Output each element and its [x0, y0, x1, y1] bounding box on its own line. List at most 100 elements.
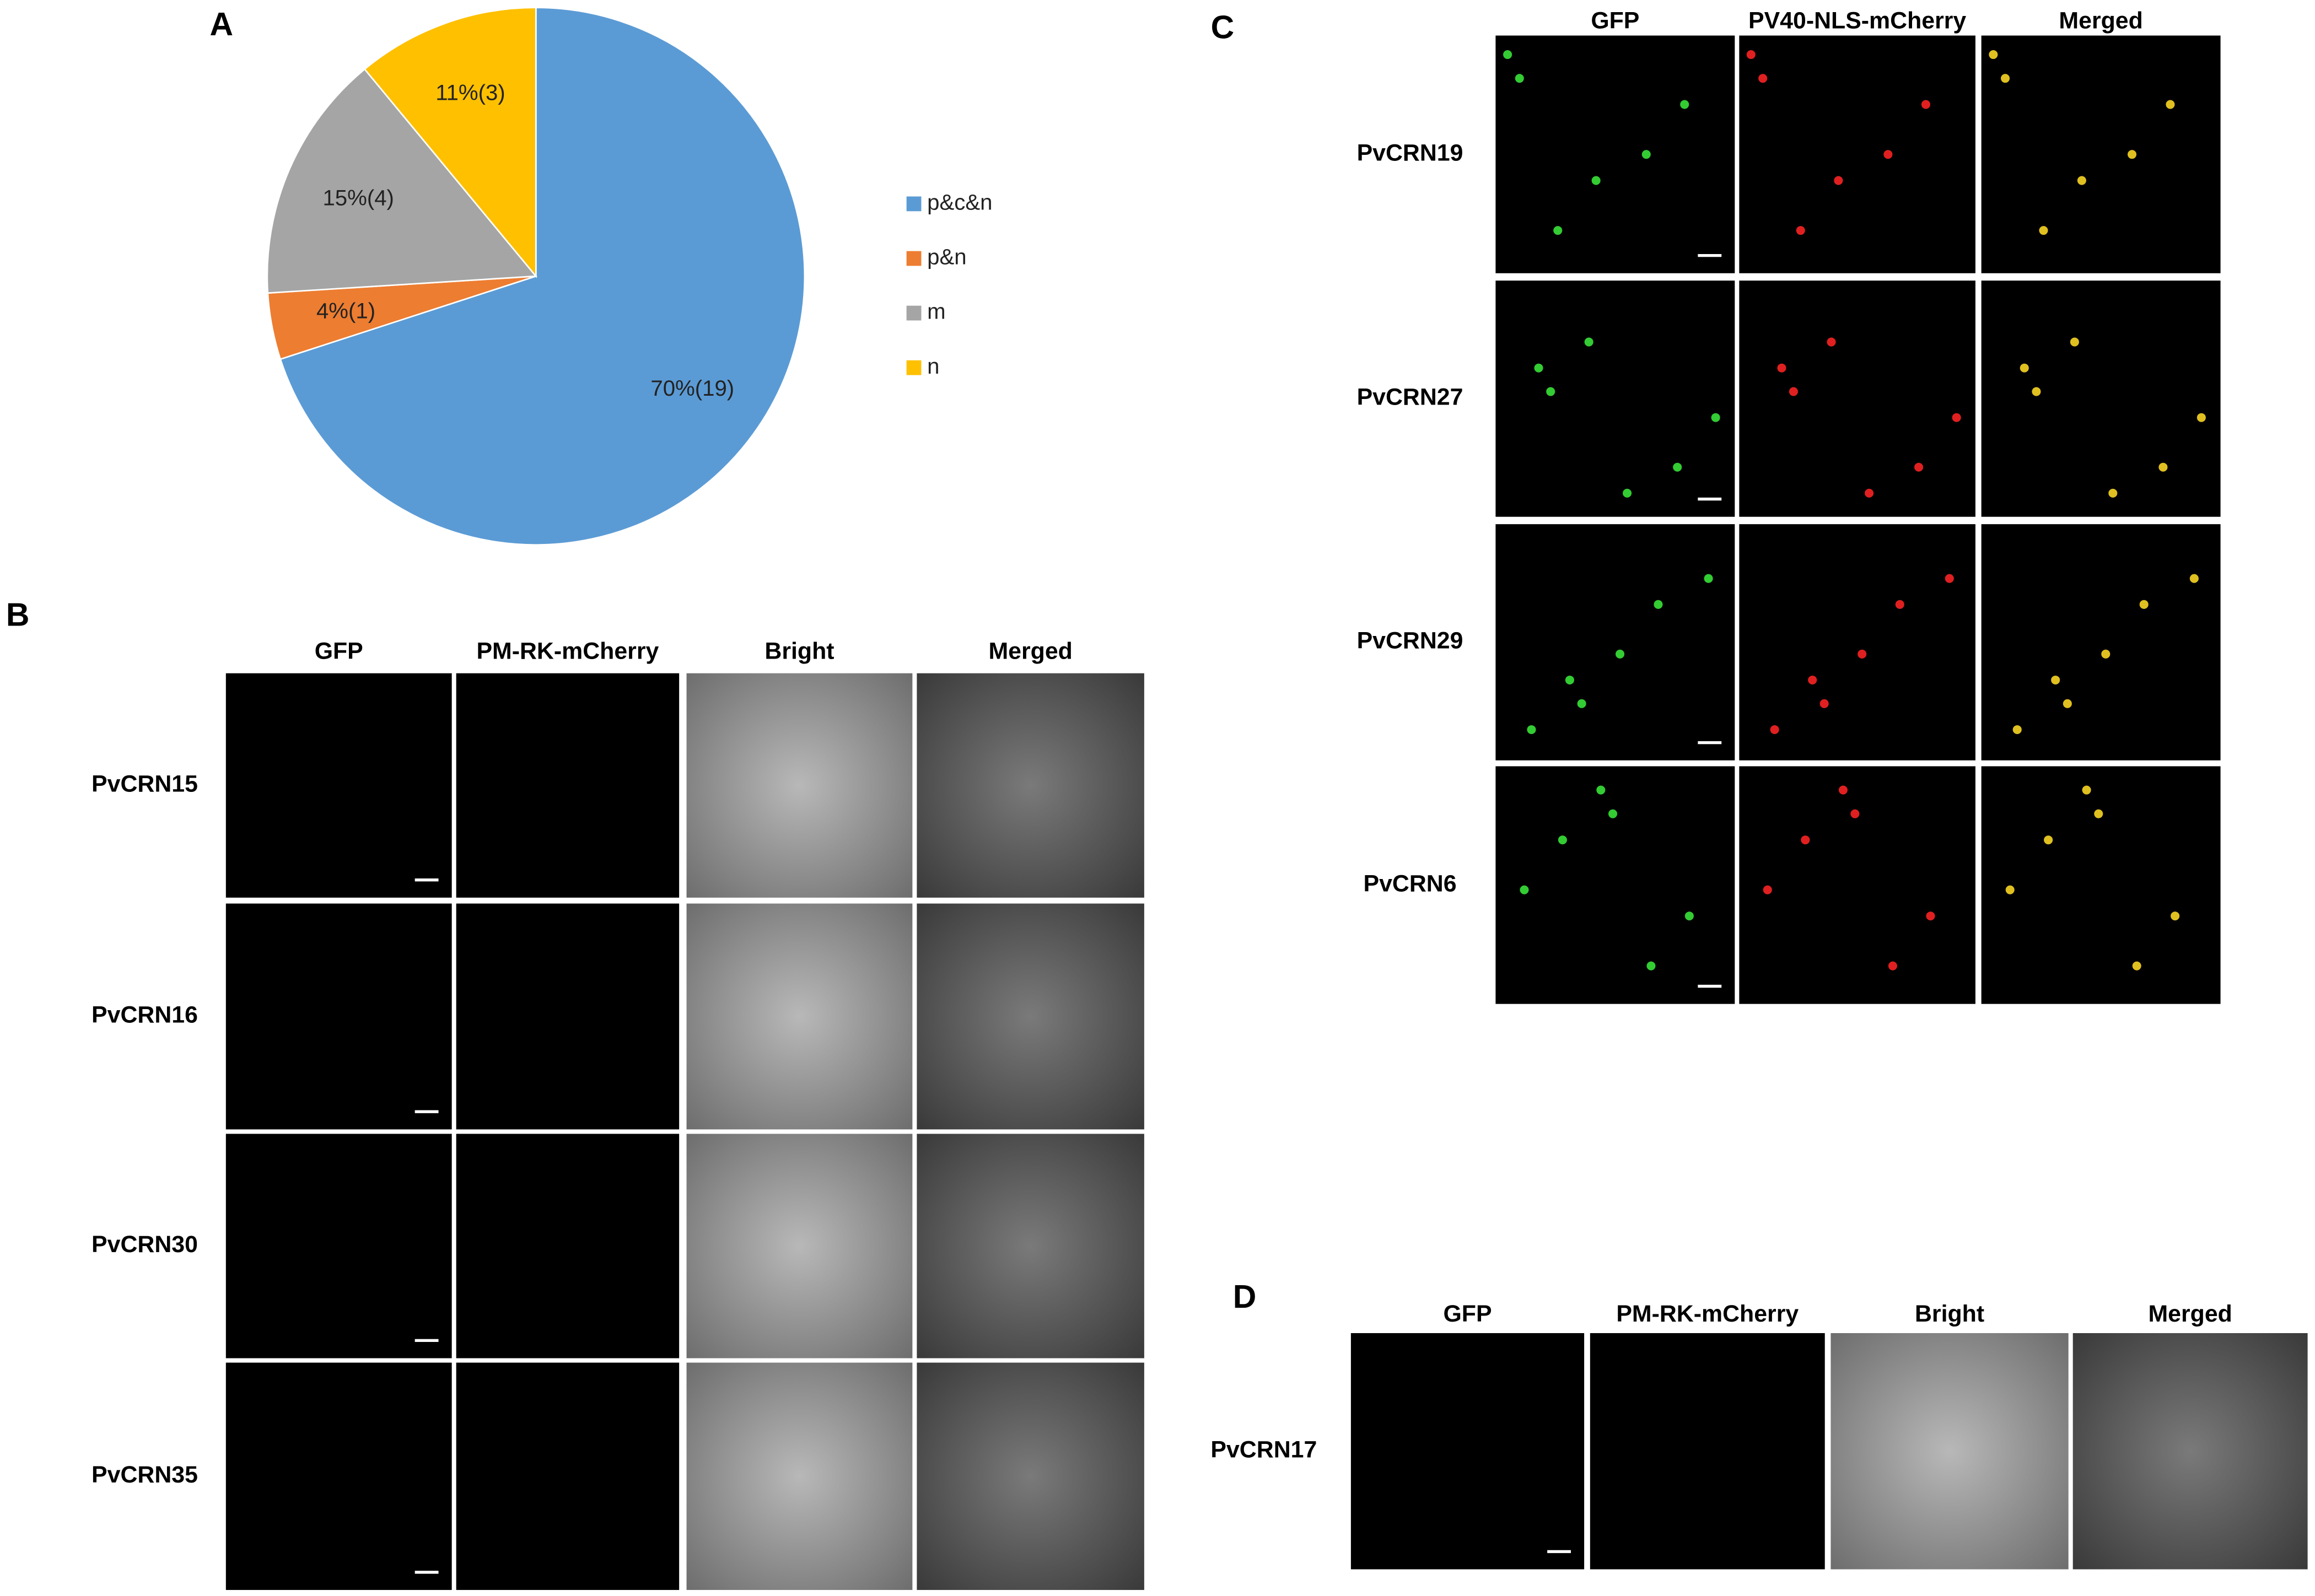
- nucleus: [1895, 600, 1904, 609]
- nucleus: [2051, 675, 2060, 685]
- legend-label: n: [927, 354, 939, 379]
- micrograph: [225, 1362, 452, 1590]
- nucleus: [1684, 912, 1694, 921]
- micrograph: [225, 903, 452, 1130]
- micrograph: [456, 1134, 680, 1358]
- micrograph: [1739, 766, 1975, 1004]
- nucleus: [1777, 363, 1786, 373]
- row-label: PvCRN30: [91, 1231, 198, 1258]
- nucleus: [1591, 176, 1601, 185]
- data-label: 4%(1): [316, 299, 375, 323]
- panel-label: B: [6, 597, 30, 633]
- nucleus: [2039, 226, 2048, 235]
- nucleus: [1883, 150, 1893, 159]
- nucleus: [2132, 961, 2141, 970]
- row-label: PvCRN35: [91, 1462, 198, 1488]
- nucleus: [2094, 809, 2103, 818]
- row-label: PvCRN6: [1364, 870, 1457, 897]
- nucleus: [2196, 413, 2206, 422]
- micrograph: [917, 1362, 1144, 1590]
- micrograph: [456, 903, 680, 1130]
- nucleus: [1865, 488, 1874, 498]
- nucleus: [2127, 150, 2137, 159]
- column-header: GFP: [315, 638, 363, 664]
- nucleus: [1584, 337, 1593, 347]
- nucleus: [1789, 387, 1798, 396]
- data-label: 70%(19): [650, 376, 734, 401]
- column-header: Bright: [1915, 1301, 1984, 1327]
- nucleus: [2166, 100, 2175, 109]
- nucleus: [2063, 699, 2072, 708]
- nucleus: [1646, 961, 1656, 970]
- column-header: PM-RK-mCherry: [476, 638, 659, 664]
- nucleus: [1746, 50, 1756, 60]
- nucleus: [1546, 387, 1555, 396]
- pie-slice: [266, 68, 538, 294]
- row-label: PvCRN16: [91, 1002, 198, 1028]
- legend-label: m: [927, 299, 945, 324]
- nucleus: [1758, 74, 1768, 83]
- legend-label: p&n: [927, 245, 966, 269]
- legend-swatch: [906, 196, 922, 212]
- column-header: Merged: [2148, 1301, 2232, 1327]
- micrograph: [686, 1362, 913, 1590]
- nucleus: [1952, 413, 1961, 422]
- column-header: Merged: [988, 638, 1072, 664]
- micrograph: [1739, 35, 1975, 273]
- nucleus: [1558, 835, 1567, 845]
- micrograph: [1981, 766, 2221, 1004]
- micrograph: [1350, 1333, 1585, 1570]
- micrograph: [1495, 35, 1735, 273]
- nucleus: [1520, 885, 1529, 894]
- column-header: GFP: [1591, 8, 1639, 34]
- micrograph: [686, 903, 913, 1130]
- row-label: PvCRN17: [1210, 1437, 1317, 1463]
- row-label: PvCRN27: [1357, 384, 1463, 411]
- nucleus: [1704, 574, 1713, 583]
- nucleus: [2171, 912, 2180, 921]
- nucleus: [2032, 387, 2041, 396]
- nucleus: [1770, 725, 1779, 735]
- micrograph: [686, 1134, 913, 1358]
- nucleus: [1553, 226, 1563, 235]
- panel-label: A: [210, 7, 234, 42]
- nucleus: [2082, 785, 2091, 795]
- nucleus: [1763, 885, 1772, 894]
- micrograph: [917, 903, 1144, 1130]
- nucleus: [1796, 226, 1805, 235]
- nucleus: [1608, 809, 1618, 818]
- column-header: PV40-NLS-mCherry: [1748, 8, 1966, 34]
- nucleus: [1926, 912, 1935, 921]
- column-header: PM-RK-mCherry: [1616, 1301, 1799, 1327]
- nucleus: [2044, 835, 2053, 845]
- pie-slice: [279, 7, 806, 546]
- micrograph: [1739, 281, 1975, 517]
- nucleus: [1565, 675, 1574, 685]
- nucleus: [1616, 649, 1625, 659]
- micrograph: [2072, 1333, 2308, 1570]
- nucleus: [2158, 462, 2168, 472]
- micrograph: [1981, 524, 2221, 761]
- nucleus: [2108, 488, 2118, 498]
- nucleus: [2189, 574, 2199, 583]
- nucleus: [1858, 649, 1867, 659]
- micrograph: [1981, 281, 2221, 517]
- legend-swatch: [906, 305, 922, 321]
- nucleus: [1673, 462, 1682, 472]
- nucleus: [2070, 337, 2079, 347]
- column-header: Merged: [2059, 8, 2142, 34]
- micrograph: [225, 1134, 452, 1358]
- nucleus: [1577, 699, 1586, 708]
- legend-swatch: [906, 251, 922, 266]
- nucleus: [1503, 50, 1512, 60]
- nucleus: [2005, 885, 2015, 894]
- pie-slice: [363, 7, 537, 278]
- nucleus: [2020, 363, 2029, 373]
- nucleus: [2101, 649, 2111, 659]
- column-header: Bright: [765, 638, 834, 664]
- nucleus: [2077, 176, 2086, 185]
- nucleus: [1850, 809, 1860, 818]
- row-label: PvCRN19: [1357, 139, 1463, 166]
